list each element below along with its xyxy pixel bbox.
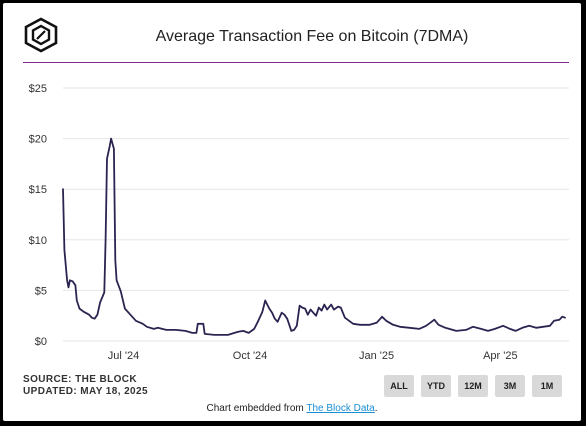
- range-button-12m[interactable]: 12M: [458, 375, 488, 397]
- embed-suffix: .: [374, 403, 378, 414]
- source-block: SOURCE: THE BLOCK UPDATED: MAY 18, 2025: [23, 374, 148, 398]
- embed-note: Chart embedded from The Block Data.: [3, 403, 581, 414]
- x-tick-label: Jul '24: [108, 350, 139, 362]
- title-divider: [23, 62, 569, 63]
- range-button-1m[interactable]: 1M: [532, 375, 562, 397]
- y-tick-label: $15: [29, 184, 47, 196]
- x-tick-label: Apr '25: [483, 350, 518, 362]
- range-button-all[interactable]: ALL: [384, 375, 414, 397]
- fee-line-chart: $0 $5 $10 $15 $20 $25 Jul '24 Oct '24 Jan '25 Apr…: [29, 83, 569, 362]
- chart-card: Average Transaction Fee on Bitcoin (7DMA…: [3, 3, 581, 421]
- the-block-data-link[interactable]: The Block Data: [306, 403, 375, 414]
- range-button-ytd[interactable]: YTD: [421, 375, 451, 397]
- x-tick-label: Oct '24: [233, 350, 268, 362]
- series-line: [62, 137, 566, 336]
- embed-prefix: Chart embedded from: [206, 403, 307, 414]
- range-button-3m[interactable]: 3M: [495, 375, 525, 397]
- updated-line: UPDATED: MAY 18, 2025: [23, 386, 148, 397]
- y-tick-label: $25: [29, 83, 47, 95]
- the-block-logo-icon: [24, 17, 58, 53]
- chart-title: Average Transaction Fee on Bitcoin (7DMA…: [155, 28, 469, 45]
- y-tick-label: $5: [35, 285, 47, 297]
- source-line: SOURCE: THE BLOCK: [23, 374, 138, 385]
- x-tick-label: Jan '25: [359, 350, 394, 362]
- y-tick-label: $20: [29, 134, 47, 146]
- y-tick-label: $0: [35, 336, 47, 348]
- y-tick-label: $10: [29, 235, 47, 247]
